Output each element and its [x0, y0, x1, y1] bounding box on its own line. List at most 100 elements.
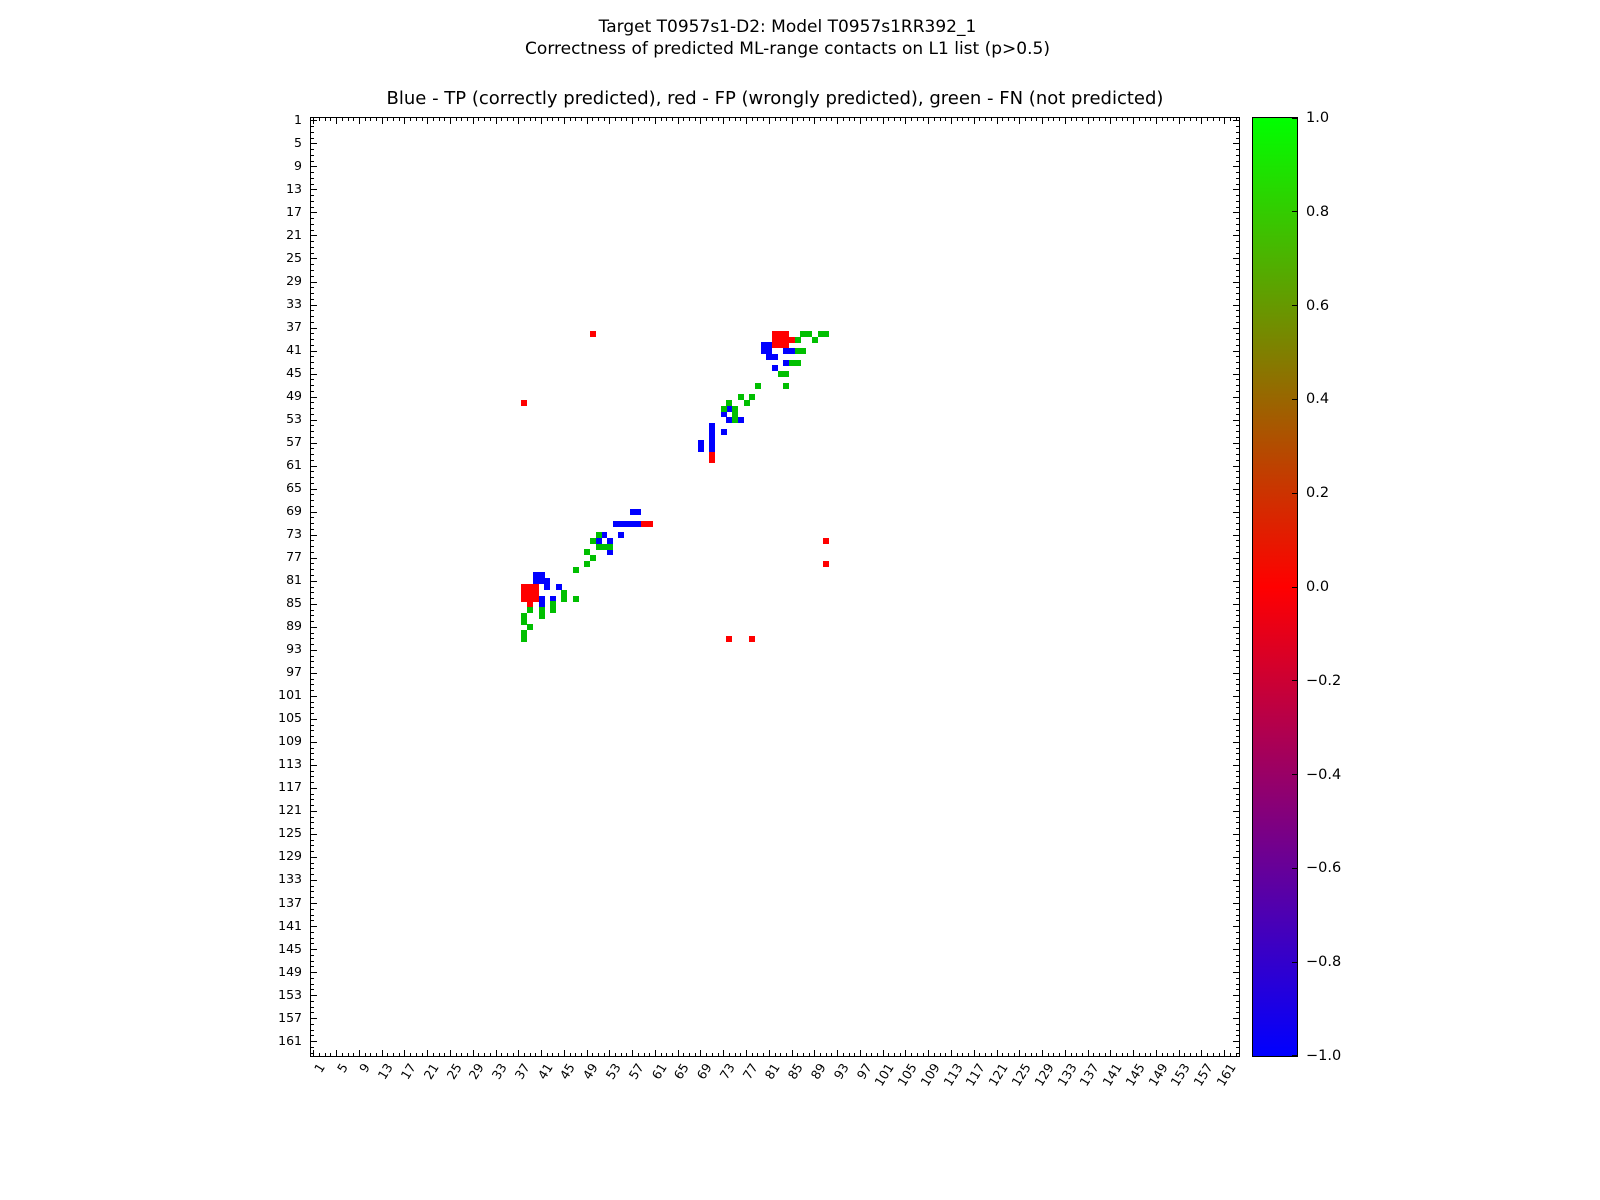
y-axis-tick: [1236, 1023, 1239, 1025]
x-axis-tick: [1036, 1053, 1038, 1056]
x-axis-tick: [1150, 118, 1152, 121]
x-axis-tick: [899, 118, 901, 121]
y-axis-tick: [311, 995, 317, 997]
x-axis-tick: [1030, 118, 1032, 121]
y-axis-tick: [1236, 586, 1239, 588]
colorbar-tick-label: −0.2: [1306, 672, 1342, 689]
contact-marker: [589, 555, 596, 562]
y-axis-tick: [1233, 534, 1239, 536]
y-axis-tick: [1236, 287, 1239, 289]
y-tick-label: 133: [278, 871, 302, 887]
x-axis-tick: [723, 118, 725, 124]
y-axis-tick: [1236, 402, 1239, 404]
contact-marker: [538, 612, 545, 619]
x-axis-tick: [603, 1053, 605, 1056]
x-axis-tick: [643, 1053, 645, 1056]
x-axis-tick: [529, 118, 531, 121]
y-axis-tick: [311, 805, 314, 807]
y-axis-tick: [311, 293, 314, 294]
x-axis-tick: [831, 1053, 833, 1056]
y-tick-label: 101: [278, 687, 302, 703]
contact-marker: [606, 549, 613, 556]
x-axis-tick: [956, 118, 958, 121]
x-axis-tick: [1047, 118, 1049, 121]
x-axis-tick: [985, 118, 987, 121]
x-axis-tick: [1036, 118, 1038, 121]
x-axis-tick: [375, 118, 377, 121]
x-axis-tick: [364, 1053, 366, 1056]
x-axis-tick: [706, 118, 708, 121]
x-tick-label: 17: [397, 1060, 419, 1082]
y-tick-label: 33: [286, 296, 302, 312]
x-axis-tick: [666, 118, 668, 121]
x-axis-tick: [700, 118, 702, 124]
y-tick-label: 153: [278, 986, 302, 1002]
x-axis-tick: [546, 118, 548, 121]
x-axis-tick: [876, 1053, 878, 1056]
x-axis-tick: [694, 1053, 696, 1056]
y-axis-tick: [311, 517, 314, 519]
x-tick-label: 25: [443, 1060, 465, 1082]
x-axis-tick: [1013, 1053, 1015, 1056]
x-axis-tick: [523, 1053, 525, 1056]
y-axis-tick: [311, 442, 317, 444]
x-axis-tick: [859, 1050, 861, 1056]
y-axis-tick: [1233, 810, 1239, 812]
y-axis-tick: [1236, 149, 1239, 151]
y-axis-tick: [311, 816, 314, 818]
x-axis-tick: [916, 1053, 918, 1056]
y-axis-tick: [311, 960, 314, 962]
x-axis-tick: [1161, 118, 1163, 121]
x-axis-tick: [1155, 118, 1157, 124]
contact-marker: [783, 336, 790, 343]
y-axis-tick: [1236, 293, 1239, 294]
y-axis-tick: [1236, 569, 1239, 571]
y-axis-tick: [1236, 540, 1239, 542]
y-axis-tick: [311, 304, 317, 306]
x-axis-tick: [973, 1050, 975, 1056]
x-axis-tick: [1121, 118, 1123, 121]
x-axis-tick: [711, 118, 713, 121]
x-axis-tick: [353, 118, 355, 121]
colorbar-tick-label: −1.0: [1306, 1048, 1342, 1064]
colorbar: [1252, 117, 1298, 1057]
y-axis-tick: [311, 327, 317, 329]
colorbar-tick: [1292, 118, 1297, 119]
x-axis-tick: [575, 1053, 577, 1056]
y-axis-tick: [311, 868, 314, 870]
x-axis-tick: [580, 118, 582, 121]
x-axis-tick: [706, 1053, 708, 1056]
y-axis-tick: [1236, 413, 1239, 415]
contact-marker: [538, 601, 545, 608]
x-axis-tick: [802, 118, 804, 121]
contact-marker: [783, 348, 790, 355]
y-axis-tick: [311, 787, 317, 789]
contact-marker: [772, 353, 778, 360]
contact-marker: [538, 572, 545, 579]
x-tick-label: 93: [830, 1060, 852, 1082]
contact-marker: [629, 520, 636, 527]
contact-marker: [595, 543, 602, 550]
x-axis-tick: [922, 118, 924, 121]
y-tick-label: 81: [286, 572, 302, 588]
contact-marker: [800, 348, 807, 355]
figure-title: Target T0957s1-D2: Model T0957s1RR392_1 …: [0, 16, 1575, 60]
x-axis-tick: [1093, 118, 1095, 121]
y-tick-label: 1: [294, 111, 302, 127]
y-axis-tick: [311, 954, 314, 956]
y-axis-tick: [1236, 223, 1239, 225]
y-axis-tick: [1236, 344, 1239, 346]
y-axis-tick: [1236, 241, 1239, 243]
y-axis-tick: [311, 189, 317, 191]
x-axis-tick: [370, 1053, 372, 1056]
y-axis-tick: [1236, 747, 1239, 749]
contact-marker: [561, 595, 568, 602]
x-axis-tick: [1099, 118, 1100, 121]
x-axis-tick: [586, 1050, 588, 1056]
colorbar-tick: [1292, 398, 1297, 400]
x-axis-tick: [558, 118, 560, 121]
x-axis-tick: [825, 1053, 827, 1056]
x-axis-tick: [1019, 118, 1021, 124]
y-axis-tick: [311, 408, 314, 410]
colorbar-tick-label: −0.8: [1306, 954, 1342, 971]
